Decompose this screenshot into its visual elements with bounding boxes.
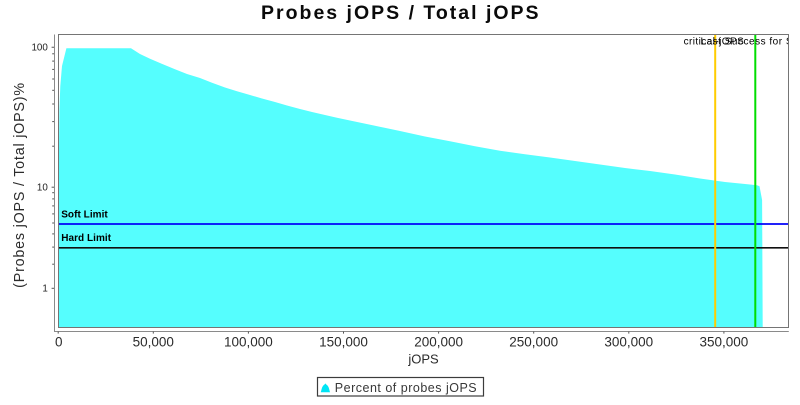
svg-text:250,000: 250,000 [509, 335, 558, 350]
svg-text:Percent of probes jOPS: Percent of probes jOPS [335, 381, 477, 395]
svg-text:200,000: 200,000 [414, 335, 463, 350]
svg-text:jOPS: jOPS [407, 352, 439, 367]
svg-text:300,000: 300,000 [604, 335, 653, 350]
svg-text:Last Success for SLA: Last Success for SLA [701, 37, 800, 48]
svg-text:10: 10 [37, 182, 48, 193]
svg-text:350,000: 350,000 [699, 335, 748, 350]
svg-text:100: 100 [31, 42, 48, 53]
svg-text:50,000: 50,000 [133, 335, 174, 350]
svg-text:1: 1 [42, 284, 47, 295]
svg-text:100,000: 100,000 [224, 335, 273, 350]
svg-text:Soft Limit: Soft Limit [61, 210, 108, 221]
svg-text:(Probes jOPS / Total jOPS)%: (Probes jOPS / Total jOPS)% [12, 82, 28, 288]
svg-text:Hard Limit: Hard Limit [61, 233, 112, 244]
svg-text:150,000: 150,000 [319, 335, 368, 350]
svg-text:Probes jOPS / Total jOPS: Probes jOPS / Total jOPS [261, 2, 541, 24]
svg-text:0: 0 [55, 335, 63, 350]
